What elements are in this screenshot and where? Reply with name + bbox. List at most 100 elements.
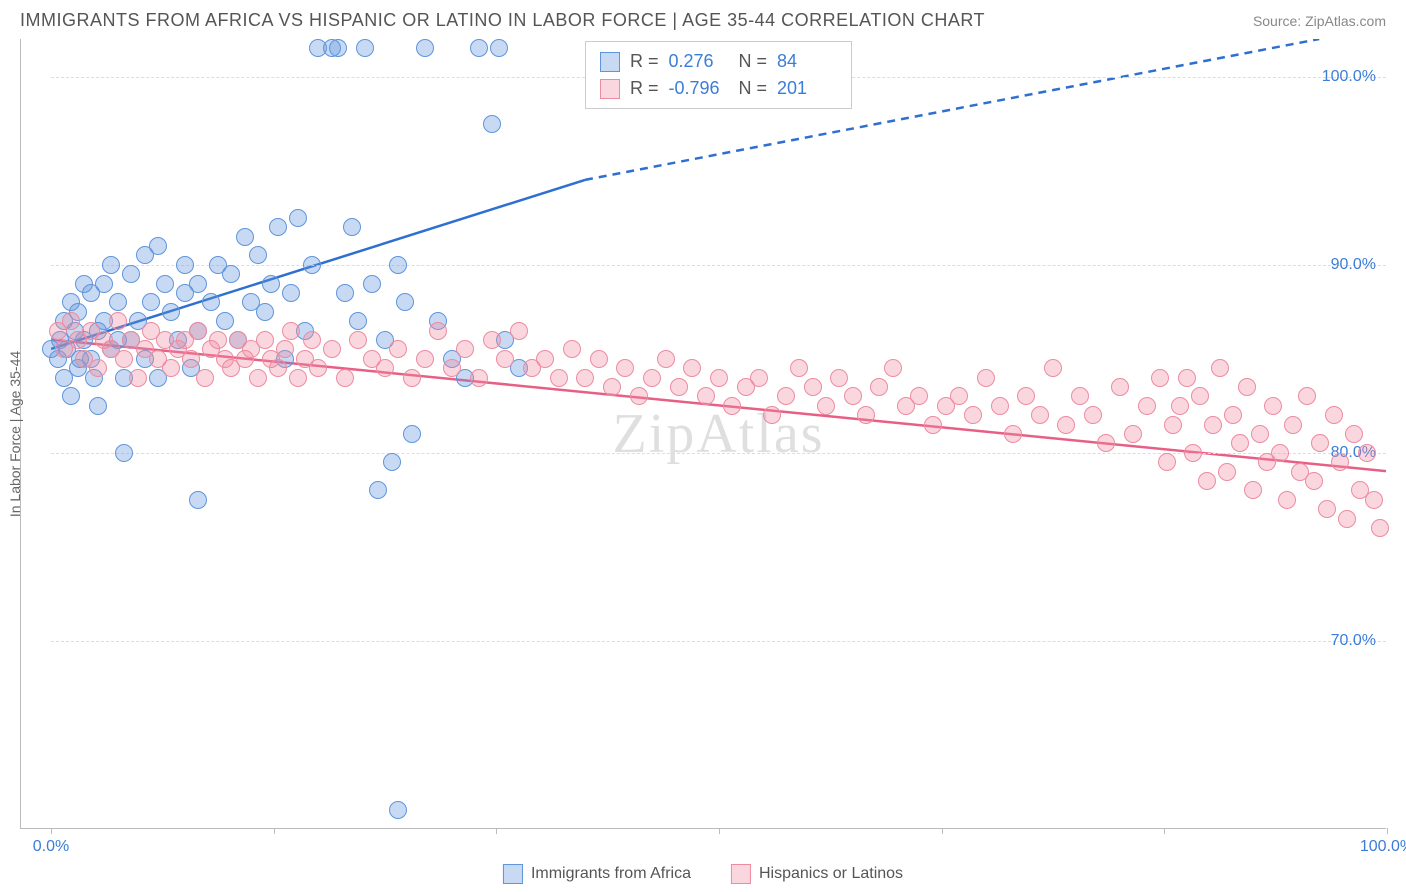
data-point <box>657 350 675 368</box>
data-point <box>470 39 488 57</box>
data-point <box>1111 378 1129 396</box>
data-point <box>723 397 741 415</box>
data-point <box>443 359 461 377</box>
data-point <box>483 115 501 133</box>
stat-n-value: 201 <box>777 75 837 102</box>
data-point <box>276 340 294 358</box>
data-point <box>1264 397 1282 415</box>
data-point <box>1198 472 1216 490</box>
data-point <box>1338 510 1356 528</box>
xtick <box>51 828 52 834</box>
data-point <box>323 340 341 358</box>
stat-n-value: 84 <box>777 48 837 75</box>
data-point <box>389 801 407 819</box>
legend-item: Immigrants from Africa <box>503 864 691 884</box>
data-point <box>697 387 715 405</box>
data-point <box>256 331 274 349</box>
data-point <box>269 218 287 236</box>
data-point <box>95 275 113 293</box>
data-point <box>1004 425 1022 443</box>
data-point <box>777 387 795 405</box>
data-point <box>162 303 180 321</box>
data-point <box>109 312 127 330</box>
stat-r-label: R = <box>630 48 659 75</box>
data-point <box>1151 369 1169 387</box>
data-point <box>189 322 207 340</box>
xtick <box>942 828 943 834</box>
chart-title: IMMIGRANTS FROM AFRICA VS HISPANIC OR LA… <box>20 10 985 31</box>
data-point <box>403 425 421 443</box>
data-point <box>790 359 808 377</box>
data-point <box>269 359 287 377</box>
data-point <box>89 359 107 377</box>
data-point <box>1204 416 1222 434</box>
data-point <box>1278 491 1296 509</box>
data-point <box>763 406 781 424</box>
data-point <box>1017 387 1035 405</box>
data-point <box>536 350 554 368</box>
data-point <box>349 331 367 349</box>
data-point <box>236 228 254 246</box>
plot-region: ZipAtlas 70.0%80.0%90.0%100.0%R =0.276N … <box>51 39 1386 828</box>
data-point <box>470 369 488 387</box>
data-point <box>1345 425 1363 443</box>
data-point <box>216 312 234 330</box>
data-point <box>289 209 307 227</box>
data-point <box>1358 444 1376 462</box>
data-point <box>1244 481 1262 499</box>
data-point <box>89 397 107 415</box>
data-point <box>416 350 434 368</box>
data-point <box>804 378 822 396</box>
data-point <box>115 350 133 368</box>
data-point <box>389 256 407 274</box>
data-point <box>590 350 608 368</box>
data-point <box>1178 369 1196 387</box>
data-point <box>129 369 147 387</box>
data-point <box>884 359 902 377</box>
data-point <box>176 256 194 274</box>
data-point <box>1171 397 1189 415</box>
data-point <box>222 265 240 283</box>
trend-lines <box>51 39 1386 828</box>
data-point <box>122 265 140 283</box>
stats-box: R =0.276N =84R =-0.796N =201 <box>585 41 852 109</box>
data-point <box>1138 397 1156 415</box>
data-point <box>383 453 401 471</box>
data-point <box>1305 472 1323 490</box>
data-point <box>262 275 280 293</box>
data-point <box>202 293 220 311</box>
data-point <box>403 369 421 387</box>
ytick-label: 90.0% <box>1331 256 1376 274</box>
data-point <box>1298 387 1316 405</box>
legend-swatch <box>600 79 620 99</box>
data-point <box>857 406 875 424</box>
data-point <box>830 369 848 387</box>
stat-r-label: R = <box>630 75 659 102</box>
data-point <box>389 340 407 358</box>
xtick <box>496 828 497 834</box>
stats-row: R =-0.796N =201 <box>600 75 837 102</box>
data-point <box>249 246 267 264</box>
data-point <box>189 491 207 509</box>
data-point <box>630 387 648 405</box>
data-point <box>363 275 381 293</box>
data-point <box>1271 444 1289 462</box>
chart-source: Source: ZipAtlas.com <box>1253 13 1386 29</box>
data-point <box>62 312 80 330</box>
data-point <box>496 350 514 368</box>
stats-row: R =0.276N =84 <box>600 48 837 75</box>
data-point <box>490 39 508 57</box>
data-point <box>356 39 374 57</box>
data-point <box>343 218 361 236</box>
data-point <box>550 369 568 387</box>
data-point <box>336 284 354 302</box>
data-point <box>209 331 227 349</box>
chart-area: In Labor Force | Age 35-44 ZipAtlas 70.0… <box>20 39 1386 829</box>
xtick <box>1387 828 1388 834</box>
data-point <box>1084 406 1102 424</box>
data-point <box>282 284 300 302</box>
data-point <box>303 331 321 349</box>
chart-header: IMMIGRANTS FROM AFRICA VS HISPANIC OR LA… <box>0 0 1406 39</box>
data-point <box>750 369 768 387</box>
data-point <box>396 293 414 311</box>
